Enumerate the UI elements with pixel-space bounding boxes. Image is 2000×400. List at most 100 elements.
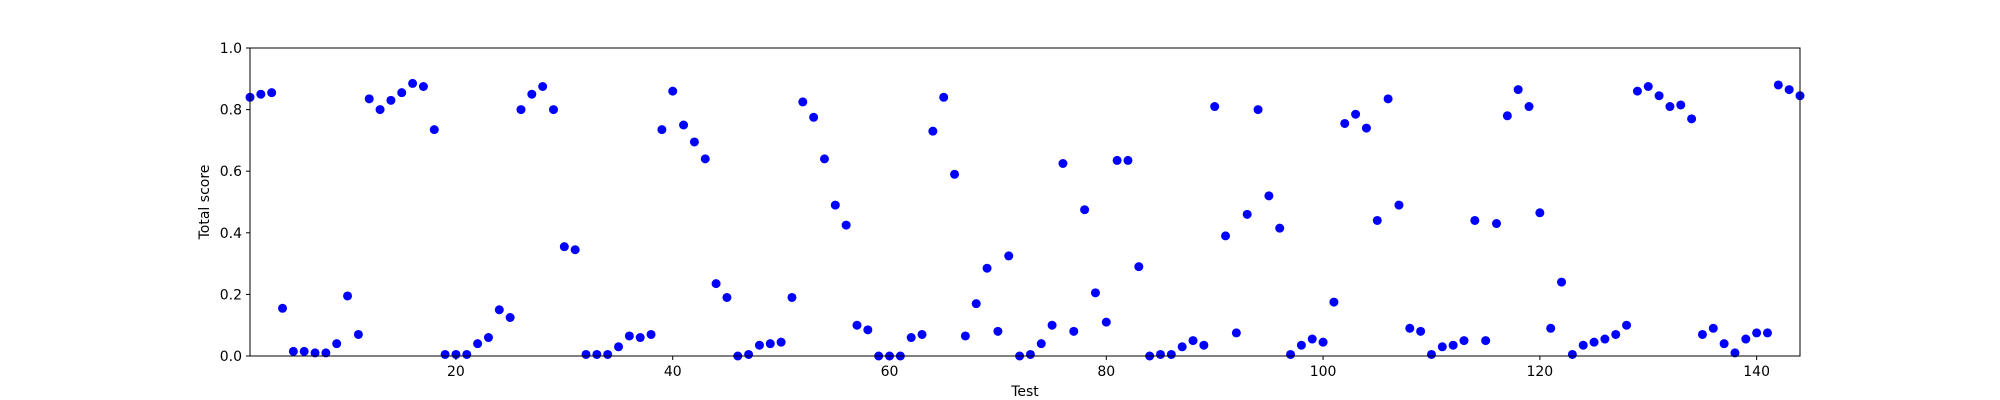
data-point bbox=[917, 329, 927, 339]
data-point bbox=[397, 88, 407, 98]
data-point bbox=[527, 89, 537, 99]
data-point bbox=[646, 329, 656, 339]
data-point bbox=[906, 333, 916, 343]
data-point bbox=[679, 120, 689, 130]
data-point bbox=[267, 88, 277, 98]
data-point bbox=[1632, 86, 1642, 96]
y-axis-ticks: 0.0 0.2 0.4 0.6 0.8 1.0 bbox=[220, 41, 250, 365]
data-point bbox=[1361, 123, 1371, 133]
data-point bbox=[1611, 329, 1621, 339]
data-point bbox=[1448, 340, 1458, 350]
data-point bbox=[1502, 111, 1512, 121]
data-point bbox=[1752, 328, 1762, 338]
data-point bbox=[668, 86, 678, 96]
data-point bbox=[288, 346, 298, 356]
data-point bbox=[353, 329, 363, 339]
data-point bbox=[841, 220, 851, 230]
data-point bbox=[960, 331, 970, 341]
data-point bbox=[1589, 337, 1599, 347]
data-point bbox=[1296, 340, 1306, 350]
data-point bbox=[1329, 297, 1339, 307]
y-tick-label: 0.4 bbox=[220, 226, 242, 242]
data-point bbox=[1069, 326, 1079, 336]
data-point bbox=[1405, 323, 1415, 333]
plot-frame bbox=[249, 47, 1801, 357]
data-point bbox=[700, 154, 710, 164]
data-point bbox=[1578, 340, 1588, 350]
data-point bbox=[1665, 102, 1675, 112]
data-point bbox=[1383, 94, 1393, 104]
x-tick-label: 140 bbox=[1743, 364, 1770, 380]
data-point bbox=[939, 92, 949, 102]
data-point bbox=[429, 125, 439, 135]
data-point bbox=[1437, 342, 1447, 352]
data-point bbox=[603, 349, 613, 359]
x-axis-label: Test bbox=[1010, 384, 1039, 400]
data-point bbox=[971, 299, 981, 309]
data-point bbox=[1708, 323, 1718, 333]
data-point bbox=[776, 337, 786, 347]
data-point bbox=[592, 349, 602, 359]
data-point bbox=[1459, 336, 1469, 346]
data-point bbox=[744, 349, 754, 359]
data-point bbox=[1557, 277, 1567, 287]
data-point bbox=[408, 78, 418, 88]
data-point bbox=[1784, 85, 1794, 95]
data-point bbox=[1730, 348, 1740, 358]
data-point bbox=[1264, 191, 1274, 201]
data-point bbox=[1307, 334, 1317, 344]
data-point bbox=[754, 340, 764, 350]
x-tick-label: 80 bbox=[1097, 364, 1115, 380]
data-point bbox=[863, 325, 873, 335]
data-point bbox=[570, 245, 580, 255]
data-point bbox=[1426, 349, 1436, 359]
data-point bbox=[1231, 328, 1241, 338]
data-points bbox=[245, 78, 1805, 361]
data-point bbox=[440, 349, 450, 359]
data-point bbox=[765, 339, 775, 349]
data-point bbox=[787, 292, 797, 302]
y-axis-label: Total score bbox=[197, 165, 213, 241]
data-point bbox=[256, 89, 266, 99]
data-point bbox=[1513, 85, 1523, 95]
data-point bbox=[1036, 339, 1046, 349]
x-tick-label: 40 bbox=[664, 364, 682, 380]
data-point bbox=[1286, 349, 1296, 359]
data-point bbox=[852, 320, 862, 330]
data-point bbox=[1210, 102, 1220, 112]
data-point bbox=[310, 348, 320, 358]
data-point bbox=[928, 126, 938, 136]
data-point bbox=[1253, 105, 1263, 115]
data-point bbox=[1155, 349, 1165, 359]
x-tick-label: 60 bbox=[881, 364, 899, 380]
data-point bbox=[1004, 251, 1014, 261]
data-point bbox=[950, 169, 960, 179]
data-point bbox=[538, 82, 548, 91]
x-tick-label: 20 bbox=[447, 364, 465, 380]
data-point bbox=[1318, 337, 1328, 347]
data-point bbox=[299, 346, 309, 356]
data-point bbox=[548, 105, 558, 115]
data-point bbox=[343, 291, 353, 301]
data-point bbox=[483, 333, 493, 343]
data-point bbox=[1047, 320, 1057, 330]
data-point bbox=[1567, 349, 1577, 359]
data-point bbox=[1416, 326, 1426, 336]
data-point bbox=[1535, 208, 1545, 218]
data-point bbox=[516, 105, 526, 115]
data-point bbox=[473, 339, 483, 349]
data-point bbox=[1372, 215, 1382, 225]
data-point bbox=[809, 112, 819, 122]
data-point bbox=[657, 125, 667, 135]
data-point bbox=[1177, 342, 1187, 352]
data-point bbox=[689, 137, 699, 147]
data-point bbox=[1340, 118, 1350, 128]
data-point bbox=[1275, 223, 1285, 233]
data-point bbox=[1188, 336, 1198, 346]
data-point bbox=[1394, 200, 1404, 210]
data-point bbox=[1470, 215, 1480, 225]
data-point bbox=[494, 305, 504, 315]
data-point bbox=[1221, 231, 1231, 241]
